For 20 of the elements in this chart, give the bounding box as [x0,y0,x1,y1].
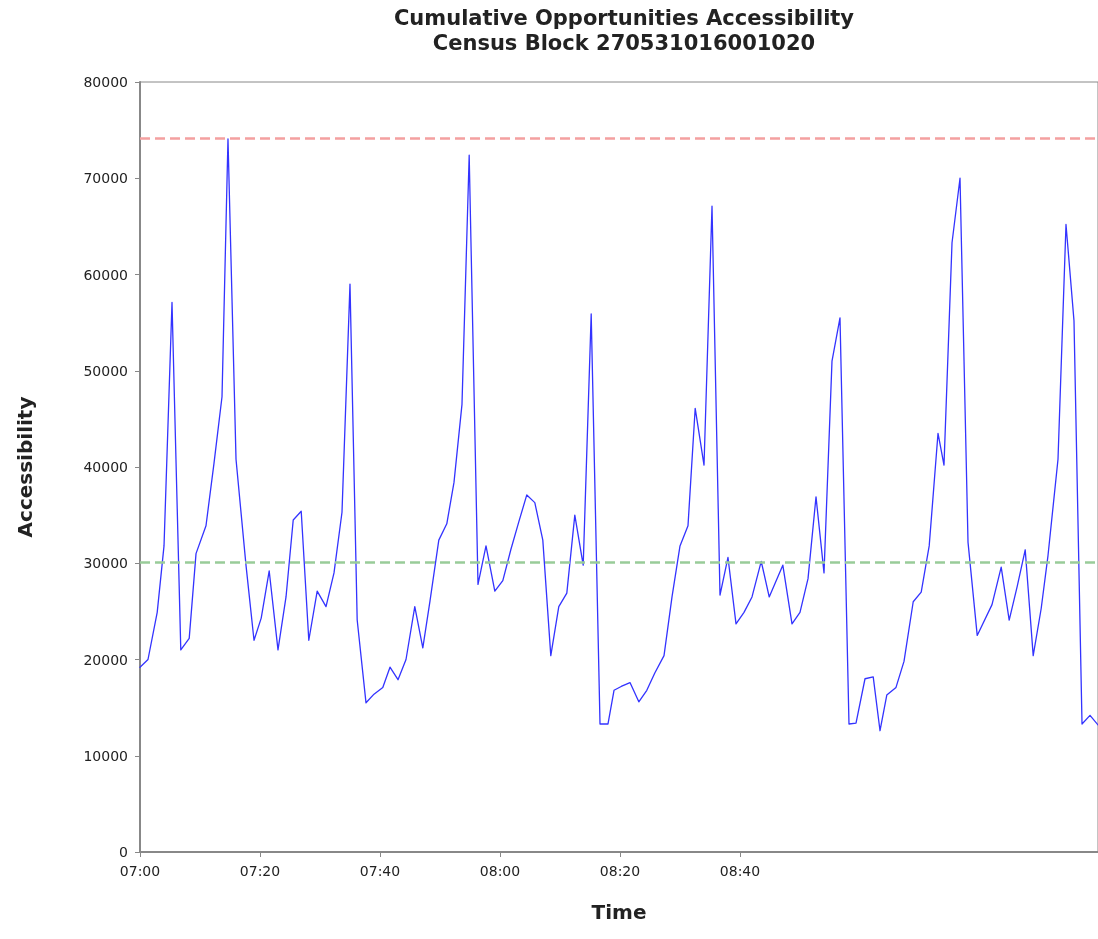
y-tick-label: 10000 [83,747,128,764]
y-tick-label: 40000 [83,459,128,475]
y-tick-label: 70000 [83,170,128,187]
line-series [139,138,1098,732]
x-tick-label: 07:40 [359,863,401,879]
y-axis-title: Accessibility [13,396,37,538]
y-tick-label: 50000 [83,362,128,379]
chart-subtitle: Census Block 270531016001020 [432,30,816,55]
x-tick-label: 08:00 [479,863,521,879]
chart-title: Cumulative Opportunities Accessibility [393,5,855,30]
x-tick-label: 07:00 [119,863,161,879]
x-tick-label: 08:40 [719,863,761,879]
x-tick-label: 07:20 [239,863,281,879]
y-tick-label: 20000 [83,651,128,668]
x-axis-title: Time [591,900,647,924]
y-tick-label: 80000 [83,74,128,90]
x-tick-label: 08:20 [599,863,641,879]
y-tick-label: 30000 [83,555,128,572]
y-tick-label: 60000 [83,266,128,283]
y-tick-label: 0 [119,844,128,860]
